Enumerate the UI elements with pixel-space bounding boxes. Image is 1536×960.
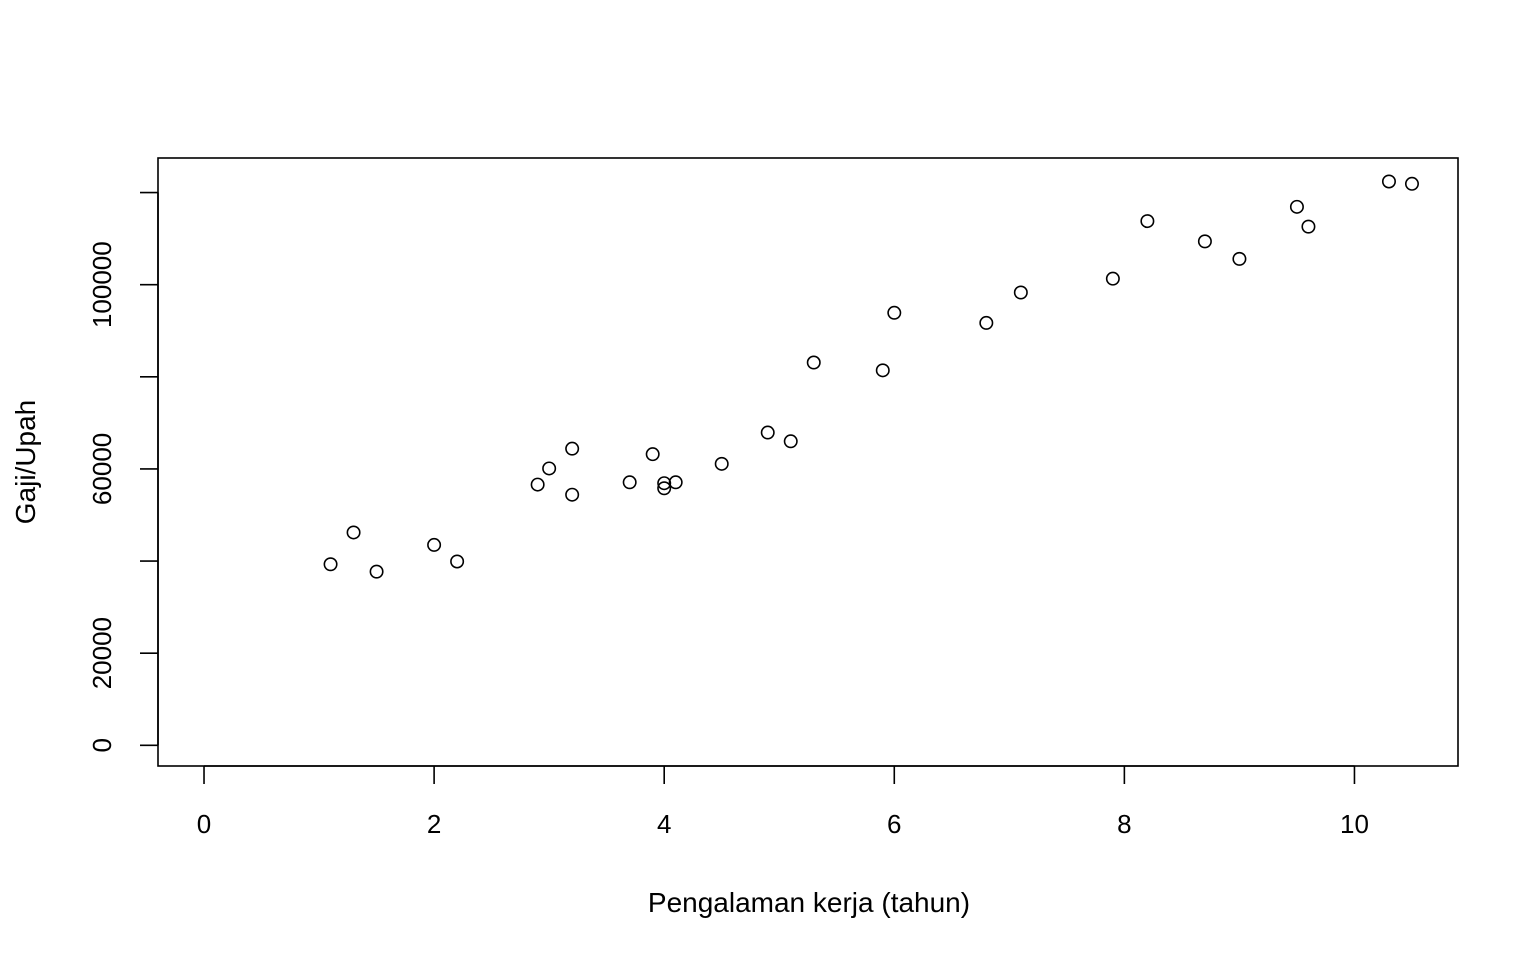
data-point bbox=[450, 554, 465, 569]
data-point bbox=[1197, 234, 1212, 249]
data-point bbox=[979, 315, 994, 330]
x-tick-label: 8 bbox=[1117, 809, 1131, 839]
data-point bbox=[1232, 251, 1247, 266]
y-tick-label: 20000 bbox=[87, 617, 117, 689]
data-point bbox=[875, 363, 890, 378]
data-point bbox=[806, 355, 821, 370]
x-tick-label: 2 bbox=[427, 809, 441, 839]
x-tick-label: 0 bbox=[197, 809, 211, 839]
data-point bbox=[1289, 199, 1304, 214]
x-tick-label: 4 bbox=[657, 809, 671, 839]
y-tick-label: 0 bbox=[87, 738, 117, 752]
data-point bbox=[1301, 219, 1316, 234]
data-point bbox=[1105, 271, 1120, 286]
y-tick-label: 100000 bbox=[87, 241, 117, 328]
data-point bbox=[346, 525, 361, 540]
data-point bbox=[542, 461, 557, 476]
x-axis-title: Pengalaman kerja (tahun) bbox=[648, 887, 970, 918]
data-point bbox=[760, 425, 775, 440]
data-point bbox=[714, 456, 729, 471]
data-point bbox=[1013, 285, 1028, 300]
x-axis: 0 2 4 6 8 10 bbox=[197, 765, 1369, 839]
data-point bbox=[1404, 176, 1419, 191]
data-point bbox=[565, 487, 580, 502]
y-tick-label: 60000 bbox=[87, 433, 117, 505]
data-point bbox=[1381, 174, 1396, 189]
data-point bbox=[622, 475, 637, 490]
x-tick-label: 10 bbox=[1340, 809, 1369, 839]
data-point bbox=[887, 305, 902, 320]
data-point bbox=[427, 537, 442, 552]
data-point bbox=[645, 447, 660, 462]
data-point bbox=[657, 476, 672, 491]
data-point bbox=[530, 477, 545, 492]
data-point bbox=[668, 475, 683, 490]
y-axis-title: Gaji/Upah bbox=[10, 400, 41, 525]
x-tick-label: 6 bbox=[887, 809, 901, 839]
data-points bbox=[323, 174, 1419, 579]
data-point bbox=[323, 557, 338, 572]
data-point bbox=[565, 441, 580, 456]
y-axis: 0 20000 60000 100000 bbox=[87, 191, 159, 753]
data-point bbox=[369, 564, 384, 579]
data-point bbox=[657, 481, 672, 496]
data-point bbox=[1140, 214, 1155, 229]
data-point bbox=[783, 434, 798, 449]
